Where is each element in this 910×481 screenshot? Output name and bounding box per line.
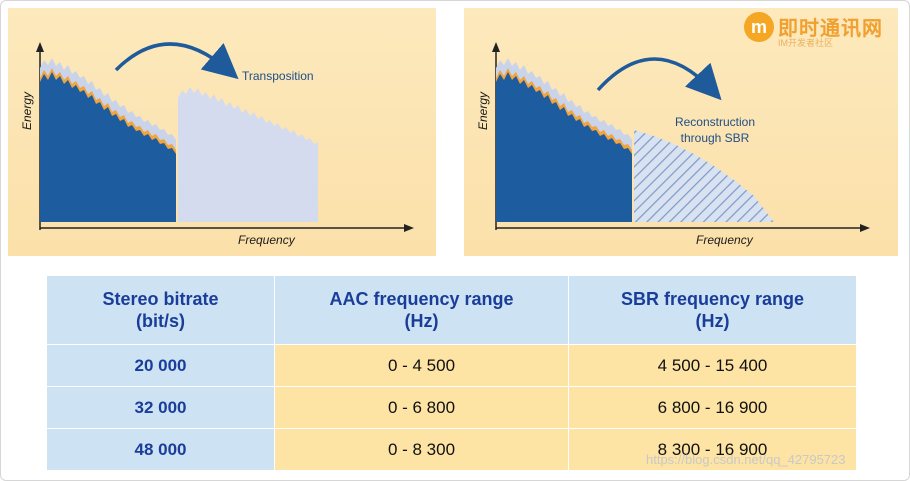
sbr-reconstruction-graphic bbox=[492, 42, 870, 232]
header-aac-range: AAC frequency range (Hz) bbox=[274, 275, 569, 345]
table-row: 20 000 0 - 4 500 4 500 - 15 400 bbox=[46, 344, 857, 387]
transposition-arrow bbox=[114, 42, 239, 80]
table-row: 48 000 0 - 8 300 8 300 - 16 900 bbox=[46, 428, 857, 471]
sbr-arrow bbox=[596, 57, 722, 101]
source-watermark: https://blog.csdn.net/qq_42795723 bbox=[646, 452, 846, 467]
cell-bitrate: 48 000 bbox=[46, 428, 275, 471]
header-sbr-range: SBR frequency range (Hz) bbox=[568, 275, 857, 345]
cell-sbr-range: 8 300 - 16 900 bbox=[568, 428, 857, 471]
y-axis-label: Energy bbox=[476, 91, 490, 130]
bitrate-table: Stereo bitrate (bit/s) AAC frequency ran… bbox=[46, 275, 857, 471]
header-stereo-bitrate: Stereo bitrate (bit/s) bbox=[46, 275, 275, 345]
transposition-label: Transposition bbox=[242, 69, 314, 83]
site-logo: m 即时通讯网 IM开发者社区 bbox=[744, 8, 894, 52]
x-axis-label: Frequency bbox=[696, 233, 753, 247]
cell-bitrate: 20 000 bbox=[46, 344, 275, 387]
sbr-reconstruction-label: Reconstruction through SBR bbox=[660, 114, 770, 146]
table-header-row: Stereo bitrate (bit/s) AAC frequency ran… bbox=[46, 275, 857, 345]
sbr-label-line1: Reconstruction bbox=[674, 115, 756, 129]
low-frequency-band bbox=[40, 72, 176, 222]
logo-subtitle: IM开发者社区 bbox=[778, 38, 833, 48]
cell-bitrate: 32 000 bbox=[46, 386, 275, 429]
sbr-reconstruction-diagram: Energy Frequency Reconstruction through … bbox=[464, 8, 898, 256]
cell-sbr-range: 6 800 - 16 900 bbox=[568, 386, 857, 429]
x-axis-label: Frequency bbox=[238, 233, 295, 247]
cell-sbr-range: 4 500 - 15 400 bbox=[568, 344, 857, 387]
sbr-label-line2: through SBR bbox=[680, 131, 750, 145]
transposed-band bbox=[178, 87, 318, 222]
low-frequency-band bbox=[496, 72, 632, 222]
table-row: 32 000 0 - 6 800 6 800 - 16 900 bbox=[46, 386, 857, 429]
y-axis-label: Energy bbox=[20, 91, 34, 130]
logo-mark: m bbox=[744, 12, 774, 42]
cell-aac-range: 0 - 4 500 bbox=[274, 344, 569, 387]
cell-aac-range: 0 - 8 300 bbox=[274, 428, 569, 471]
sbr-reconstructed-band bbox=[634, 130, 774, 222]
logo-title: 即时通讯网 bbox=[778, 18, 883, 40]
cell-aac-range: 0 - 6 800 bbox=[274, 386, 569, 429]
transposition-diagram: Energy Frequency Transposition bbox=[8, 8, 436, 256]
transposition-graphic bbox=[36, 42, 414, 232]
